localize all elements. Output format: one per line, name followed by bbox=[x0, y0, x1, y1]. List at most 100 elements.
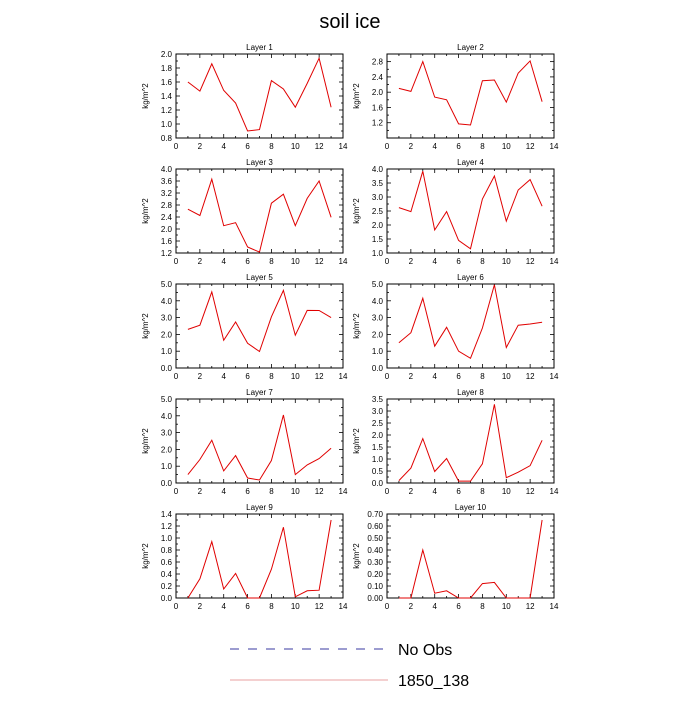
y-tick-label: 4.0 bbox=[161, 297, 173, 306]
y-tick-label: 1.8 bbox=[161, 64, 173, 73]
y-axis-label: kg/m^2 bbox=[141, 83, 150, 109]
x-tick-label: 10 bbox=[502, 487, 511, 496]
x-tick-label: 8 bbox=[480, 487, 485, 496]
x-tick-label: 6 bbox=[456, 487, 461, 496]
y-tick-label: 1.6 bbox=[161, 78, 173, 87]
x-tick-label: 14 bbox=[550, 487, 559, 496]
x-tick-label: 8 bbox=[269, 142, 274, 151]
y-axis-label: kg/m^2 bbox=[352, 313, 361, 339]
y-tick-label: 1.2 bbox=[161, 106, 173, 115]
panel-layer-8: Layer 8 0 2 4 6 8 10 12 14 0.0 0.5 1.0 1.5 2.0 2.5 3.0 3… bbox=[352, 388, 559, 496]
panel-layer-10: Layer 10 0 2 4 6 8 10 12 14 0.00 0.10 0.20 0.30 0.40 0… bbox=[352, 503, 559, 611]
y-tick-label: 0.8 bbox=[161, 546, 173, 555]
y-tick-label: 2.5 bbox=[372, 419, 384, 428]
x-tick-label: 12 bbox=[526, 257, 535, 266]
page-title: soil ice bbox=[319, 11, 380, 33]
y-tick-label: 0.40 bbox=[367, 546, 383, 555]
panel-title: Layer 8 bbox=[457, 388, 484, 397]
series-line bbox=[398, 171, 543, 250]
panel-layer-5: Layer 5 0 2 4 6 8 10 12 14 0.0 1.0 2.0 3.0 4.0 5.0 kg/m… bbox=[141, 273, 348, 381]
y-tick-label: 1.0 bbox=[161, 462, 173, 471]
panel-layer-7: Layer 7 0 2 4 6 8 10 12 14 0.0 1.0 2.0 3.0 4.0 5.0 kg/m… bbox=[141, 388, 348, 496]
legend-label-1850-138: 1850_138 bbox=[398, 673, 469, 690]
x-tick-label: 4 bbox=[432, 257, 437, 266]
y-tick-label: 1.0 bbox=[372, 347, 384, 356]
y-tick-label: 4.0 bbox=[161, 165, 173, 174]
y-tick-label: 1.4 bbox=[161, 510, 173, 519]
x-tick-label: 2 bbox=[409, 602, 414, 611]
y-tick-label: 0.4 bbox=[161, 570, 173, 579]
panel-layer-4: Layer 4 0 2 4 6 8 10 12 14 1.0 1.5 2.0 2.5 3.0 3.5 4.0 k… bbox=[352, 158, 559, 266]
series-line bbox=[187, 56, 332, 132]
x-tick-label: 12 bbox=[526, 602, 535, 611]
x-tick-label: 6 bbox=[456, 602, 461, 611]
series-line bbox=[398, 59, 543, 126]
y-tick-label: 4.0 bbox=[161, 412, 173, 421]
x-tick-label: 4 bbox=[221, 372, 226, 381]
y-tick-label: 3.0 bbox=[161, 429, 173, 438]
panel-layer-9: Layer 9 0 2 4 6 8 10 12 14 0.0 0.2 0.4 0.6 0.8 1.0 1.2 1… bbox=[141, 503, 348, 611]
x-tick-label: 6 bbox=[456, 257, 461, 266]
x-tick-label: 10 bbox=[502, 142, 511, 151]
panel-title: Layer 7 bbox=[246, 388, 273, 397]
x-tick-label: 4 bbox=[221, 142, 226, 151]
x-tick-label: 12 bbox=[315, 487, 324, 496]
x-tick-label: 12 bbox=[526, 487, 535, 496]
x-tick-label: 10 bbox=[291, 257, 300, 266]
x-tick-label: 8 bbox=[269, 487, 274, 496]
x-tick-label: 12 bbox=[315, 142, 324, 151]
y-tick-label: 1.0 bbox=[372, 249, 384, 258]
panel-title: Layer 2 bbox=[457, 43, 484, 52]
y-axis-label: kg/m^2 bbox=[141, 428, 150, 454]
x-tick-label: 0 bbox=[385, 257, 390, 266]
x-tick-label: 6 bbox=[456, 142, 461, 151]
y-tick-label: 0.50 bbox=[367, 534, 383, 543]
y-tick-label: 0.2 bbox=[161, 582, 173, 591]
y-tick-label: 3.0 bbox=[372, 193, 384, 202]
series-line bbox=[187, 177, 332, 253]
y-tick-label: 0.0 bbox=[372, 364, 384, 373]
y-tick-label: 5.0 bbox=[161, 395, 173, 404]
x-tick-label: 2 bbox=[409, 487, 414, 496]
y-axis-label: kg/m^2 bbox=[141, 313, 150, 339]
x-tick-label: 0 bbox=[385, 142, 390, 151]
x-tick-label: 14 bbox=[339, 372, 348, 381]
x-tick-label: 2 bbox=[198, 602, 203, 611]
y-tick-label: 3.0 bbox=[161, 314, 173, 323]
x-tick-label: 6 bbox=[245, 142, 250, 151]
y-tick-label: 2.0 bbox=[372, 221, 384, 230]
legend: No Obs 1850_138 bbox=[230, 642, 469, 690]
y-tick-label: 2.0 bbox=[372, 330, 384, 339]
x-tick-label: 6 bbox=[245, 487, 250, 496]
panel-title: Layer 4 bbox=[457, 158, 484, 167]
x-tick-label: 6 bbox=[245, 372, 250, 381]
x-tick-label: 8 bbox=[480, 602, 485, 611]
x-tick-label: 14 bbox=[339, 142, 348, 151]
y-tick-label: 2.4 bbox=[161, 213, 173, 222]
panel-layer-3: Layer 3 0 2 4 6 8 10 12 14 1.2 1.6 2.0 2.4 2.8 3.2 3.6 4… bbox=[141, 158, 348, 266]
plot-frame bbox=[386, 168, 555, 254]
y-tick-label: 2.0 bbox=[161, 225, 173, 234]
y-tick-label: 2.8 bbox=[372, 58, 384, 67]
plot-frame bbox=[175, 53, 344, 139]
y-axis-label: kg/m^2 bbox=[141, 198, 150, 224]
x-tick-label: 2 bbox=[409, 257, 414, 266]
y-tick-label: 1.5 bbox=[372, 443, 384, 452]
y-tick-label: 2.8 bbox=[161, 201, 173, 210]
x-tick-label: 0 bbox=[174, 257, 179, 266]
x-tick-label: 14 bbox=[339, 487, 348, 496]
panel-title: Layer 1 bbox=[246, 43, 273, 52]
x-tick-label: 8 bbox=[480, 372, 485, 381]
y-tick-label: 1.2 bbox=[161, 522, 173, 531]
panel-title: Layer 3 bbox=[246, 158, 273, 167]
y-tick-label: 2.0 bbox=[372, 88, 384, 97]
series-line bbox=[187, 519, 332, 599]
y-tick-label: 2.4 bbox=[372, 73, 384, 82]
x-tick-label: 0 bbox=[385, 602, 390, 611]
y-tick-label: 0.20 bbox=[367, 570, 383, 579]
x-tick-label: 8 bbox=[480, 257, 485, 266]
y-tick-label: 3.2 bbox=[161, 189, 173, 198]
x-tick-label: 0 bbox=[385, 372, 390, 381]
y-tick-label: 3.5 bbox=[372, 179, 384, 188]
x-tick-label: 6 bbox=[456, 372, 461, 381]
